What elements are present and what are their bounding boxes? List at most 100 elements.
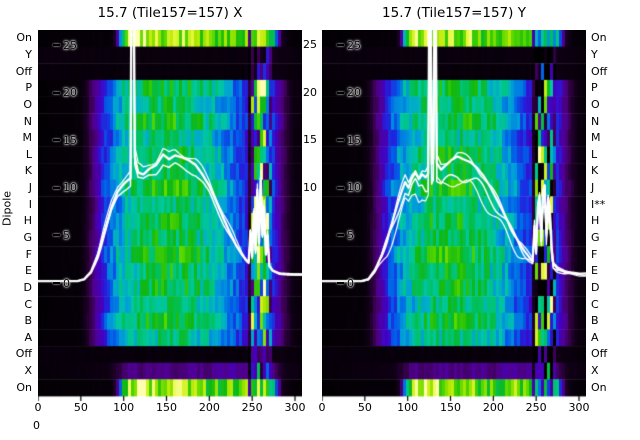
ytick-mark bbox=[53, 186, 60, 189]
row-label-right-21-on: On bbox=[591, 380, 607, 394]
row-label-left-21-on: On bbox=[16, 380, 32, 394]
xtick-panel0-150: 150 bbox=[156, 401, 177, 414]
ytick-mark bbox=[53, 91, 60, 94]
row-label-right-12-g: G bbox=[591, 230, 600, 244]
row-label-right-17-b: B bbox=[591, 314, 599, 328]
ytick-mark bbox=[337, 234, 344, 237]
ytick-value: 15 bbox=[63, 133, 77, 147]
row-label-right-15-d: D bbox=[591, 280, 600, 294]
row-label-left-18-a: A bbox=[24, 330, 32, 344]
row-label-right-0-on: On bbox=[591, 31, 607, 45]
xtick-panel1-300: 300 bbox=[568, 401, 590, 414]
row-label-right-5-n: N bbox=[591, 114, 600, 128]
ytick-mark bbox=[53, 139, 60, 142]
xtick-panel0-250: 250 bbox=[241, 401, 263, 414]
row-label-left-14-e: E bbox=[25, 264, 32, 278]
row-label-right-13-f: F bbox=[591, 247, 598, 261]
row-label-left-2-off: Off bbox=[15, 64, 32, 78]
ytick-label-panel1-25: 25 bbox=[337, 38, 361, 52]
ytick-label-panel0-25: 25 bbox=[53, 38, 77, 52]
ytick-value: 5 bbox=[63, 228, 70, 242]
ytick-label-panel1-5: 5 bbox=[337, 228, 354, 242]
ytick-label-panel0-0: 0 bbox=[53, 276, 70, 290]
xtick-panel0-0: 0 bbox=[34, 401, 42, 414]
ytick-right-10: 10 bbox=[303, 180, 317, 194]
ytick-value: 10 bbox=[347, 181, 361, 195]
row-label-left-15-d: D bbox=[23, 280, 32, 294]
row-label-right-7-l: L bbox=[591, 147, 598, 161]
row-label-left-6-m: M bbox=[22, 131, 33, 145]
ytick-value: 20 bbox=[63, 86, 77, 100]
ytick-value: 0 bbox=[347, 276, 354, 290]
ytick-mark bbox=[337, 44, 344, 46]
ytick-right-15: 15 bbox=[303, 133, 317, 147]
row-label-right-9-j: J bbox=[591, 181, 595, 195]
heatmap-y-canvas bbox=[322, 30, 586, 403]
xtick-panel0-300: 300 bbox=[284, 401, 306, 414]
ytick-value: 5 bbox=[347, 228, 354, 242]
xtick-panel0-200: 200 bbox=[198, 401, 220, 414]
xtick-panel1-150: 150 bbox=[440, 401, 461, 414]
ytick-mark bbox=[337, 282, 344, 284]
row-label-left-12-g: G bbox=[23, 230, 32, 244]
ytick-value: 25 bbox=[347, 38, 361, 52]
row-label-right-2-off: Off bbox=[591, 64, 608, 78]
row-label-right-3-p: P bbox=[591, 81, 598, 95]
xtick-panel1-250: 250 bbox=[525, 401, 547, 414]
row-label-right-6-m: M bbox=[591, 131, 601, 145]
row-label-right-19-off: Off bbox=[591, 347, 608, 361]
ytick-label-panel1-20: 20 bbox=[337, 86, 361, 100]
xtick-panel1-200: 200 bbox=[482, 401, 504, 414]
xtick-panel1-50: 50 bbox=[357, 401, 372, 414]
ytick-value: 0 bbox=[63, 276, 70, 290]
ytick-mark bbox=[53, 234, 60, 237]
ytick-value: 25 bbox=[63, 38, 77, 52]
row-label-left-16-c: C bbox=[24, 297, 32, 311]
ytick-mark bbox=[53, 44, 60, 46]
xtick-panel0-100: 100 bbox=[113, 401, 135, 414]
row-label-right-1-y: Y bbox=[591, 47, 598, 61]
row-label-left-10-i: I bbox=[28, 197, 32, 211]
row-label-left-17-b: B bbox=[24, 314, 32, 328]
row-label-left-5-n: N bbox=[23, 114, 32, 128]
ytick-right-25: 25 bbox=[303, 38, 317, 51]
row-label-left-13-f: F bbox=[25, 247, 32, 261]
row-label-right-20-x: X bbox=[591, 364, 599, 378]
ytick-mark bbox=[337, 139, 344, 142]
row-label-left-11-h: H bbox=[23, 214, 32, 228]
ytick-label-panel1-10: 10 bbox=[337, 181, 361, 195]
ytick-label-panel1-15: 15 bbox=[337, 133, 361, 147]
ytick-mark bbox=[337, 91, 344, 94]
ytick-mark bbox=[53, 282, 60, 284]
panel-title-x: 15.7 (Tile157=157) X bbox=[97, 5, 243, 21]
ytick-mark bbox=[337, 186, 344, 189]
ytick-label-panel0-15: 15 bbox=[53, 133, 77, 147]
xtick-panel1-100: 100 bbox=[397, 401, 419, 414]
row-label-left-8-k: K bbox=[24, 164, 32, 178]
row-label-left-20-x: X bbox=[24, 364, 32, 378]
row-label-right-16-c: C bbox=[591, 297, 599, 311]
ytick-right-20: 20 bbox=[303, 85, 317, 99]
row-label-right-10-i**: I** bbox=[591, 197, 606, 211]
xtick-panel0-50: 50 bbox=[73, 401, 88, 414]
row-label-right-18-a: A bbox=[591, 330, 599, 344]
row-label-right-8-k: K bbox=[591, 164, 599, 178]
row-label-left-1-y: Y bbox=[25, 47, 32, 61]
ytick-label-panel0-20: 20 bbox=[53, 86, 77, 100]
row-label-left-19-off: Off bbox=[15, 347, 32, 361]
row-label-right-11-h: H bbox=[591, 214, 600, 228]
ytick-label-panel1-0: 0 bbox=[337, 276, 354, 290]
row-label-left-3-p: P bbox=[25, 81, 32, 95]
row-label-left-7-l: L bbox=[25, 147, 32, 161]
ytick-value: 10 bbox=[63, 181, 77, 195]
ytick-label-panel0-10: 10 bbox=[53, 181, 77, 195]
heatmap-x-canvas bbox=[38, 30, 302, 403]
ytick-label-panel0-5: 5 bbox=[53, 228, 70, 242]
ytick-value: 15 bbox=[347, 133, 361, 147]
xtick-panel1-0: 0 bbox=[318, 401, 326, 414]
row-label-right-4-o: O bbox=[591, 97, 600, 111]
row-label-left-4-o: O bbox=[23, 97, 32, 111]
row-label-right-14-e: E bbox=[591, 264, 598, 278]
ytick-value: 20 bbox=[347, 86, 361, 100]
